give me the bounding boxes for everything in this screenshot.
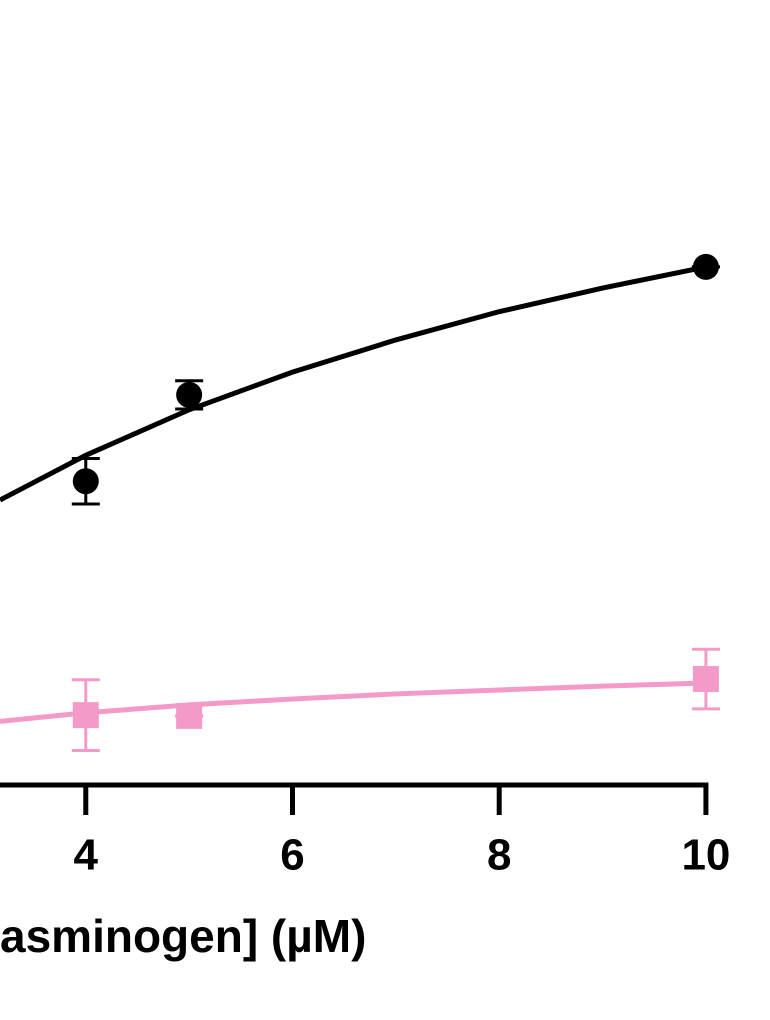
fit-curve (0, 264, 707, 503)
point (176, 702, 203, 729)
point (72, 468, 99, 495)
x-tick-label: 4 (74, 831, 99, 880)
point (72, 702, 99, 729)
fit-curve (0, 680, 706, 724)
point (692, 666, 719, 693)
x-tick-label: 8 (487, 831, 511, 880)
x-tick-label: 10 (681, 831, 730, 880)
x-axis-label: asminogen] (µM) (0, 910, 366, 962)
point (692, 253, 719, 280)
point (176, 381, 203, 408)
x-tick-label: 6 (280, 831, 304, 880)
